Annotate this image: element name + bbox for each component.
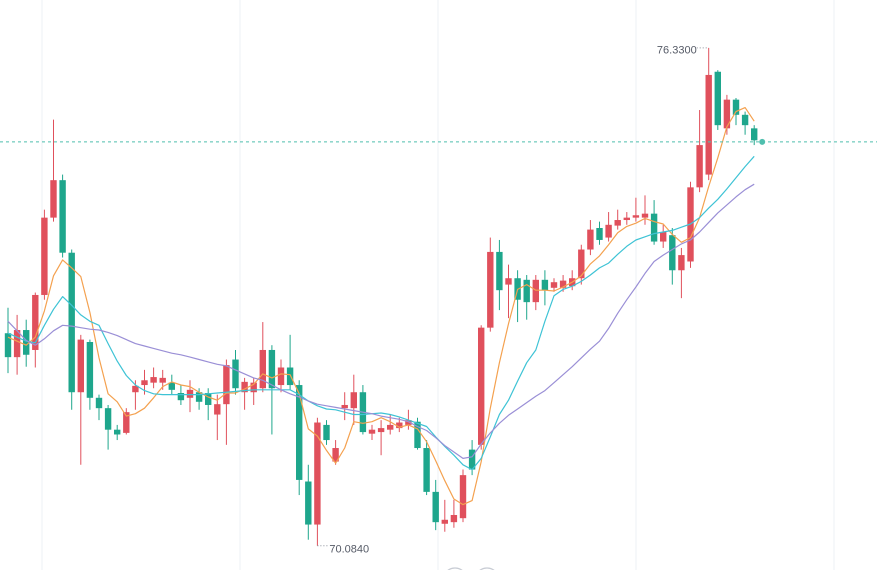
candle-body (523, 279, 530, 303)
candle-body (195, 392, 203, 402)
candle-body (714, 71, 721, 126)
nav-icon[interactable] (443, 567, 467, 570)
candle-body (341, 404, 348, 409)
candle-body (59, 180, 66, 253)
candles (4, 47, 758, 546)
candle-body (32, 294, 39, 350)
candle-body (95, 397, 103, 409)
candle-body (459, 475, 467, 519)
candle-body (550, 282, 558, 288)
candle-body (150, 377, 157, 383)
candle-body (450, 514, 458, 523)
candle-body (669, 235, 676, 271)
candle-body (478, 327, 485, 445)
candle-body (396, 422, 403, 429)
candle-body (650, 213, 658, 242)
candle-body (487, 251, 494, 328)
candle-body (205, 393, 212, 405)
candle-body (104, 408, 112, 430)
candle-body (13, 330, 21, 358)
candle-body (423, 448, 430, 492)
candle-body (751, 128, 758, 141)
candle-body (223, 365, 230, 405)
candle-body (277, 367, 285, 386)
candle-body (587, 229, 594, 250)
candle-body (414, 421, 421, 449)
candle-body (623, 217, 630, 221)
ma-line (7, 107, 755, 506)
candle-body (77, 339, 84, 393)
candle-body (232, 359, 239, 389)
candle-body (4, 333, 12, 358)
candle-body (50, 180, 57, 218)
candle-body (123, 412, 130, 433)
candle-body (532, 279, 539, 303)
candle-body (86, 342, 94, 398)
time-grid (41, 0, 835, 570)
candle-body (541, 279, 549, 291)
candle-body (350, 392, 357, 409)
candle-body (323, 424, 330, 441)
candle-body (296, 385, 303, 480)
candle-body (405, 420, 412, 425)
candle-body (41, 217, 48, 295)
candle-body (314, 422, 321, 525)
candle-body (660, 231, 667, 242)
candle-body (732, 99, 740, 115)
annotation-label: 76.3300 (657, 45, 697, 57)
ma-line (7, 155, 755, 471)
candle-body (141, 380, 148, 386)
candle-body (241, 381, 248, 393)
annotation-label: 70.0840 (329, 544, 369, 556)
candle-body (468, 449, 476, 470)
candle-body (578, 249, 585, 279)
candle-body (441, 519, 448, 524)
candle-body (286, 367, 294, 386)
bottom-icons (443, 567, 499, 570)
candle-body (368, 429, 376, 434)
ma-line (7, 183, 755, 459)
last-price-dot (759, 138, 766, 145)
nav-icon[interactable] (475, 567, 499, 570)
candle-body (268, 349, 276, 389)
candle-body (605, 224, 612, 238)
candle-body (632, 215, 640, 218)
candle-body (432, 491, 439, 523)
candle-body (496, 251, 503, 291)
candle-body (387, 424, 394, 430)
candle-body (186, 389, 194, 398)
candle-body (177, 393, 185, 401)
candle-body (614, 220, 621, 226)
candle-body (168, 382, 175, 390)
candle-body (332, 448, 339, 462)
candle-body (641, 213, 649, 218)
candle-body (159, 377, 166, 383)
candle-body (68, 252, 75, 393)
candle-body (377, 428, 385, 433)
candle-body (132, 385, 139, 393)
candle-body (741, 114, 749, 126)
candle-body (505, 278, 512, 285)
candle-body (214, 404, 221, 415)
candle-body (696, 145, 703, 188)
candle-body (23, 330, 30, 355)
candle-body (559, 280, 567, 288)
candle-body (114, 429, 121, 435)
candle-body (259, 349, 266, 389)
candle-body (723, 99, 731, 129)
candle-body (596, 228, 603, 240)
candle-body (705, 74, 712, 175)
candle-body (250, 382, 257, 393)
candle-body (678, 255, 685, 271)
candle-body (305, 481, 312, 525)
